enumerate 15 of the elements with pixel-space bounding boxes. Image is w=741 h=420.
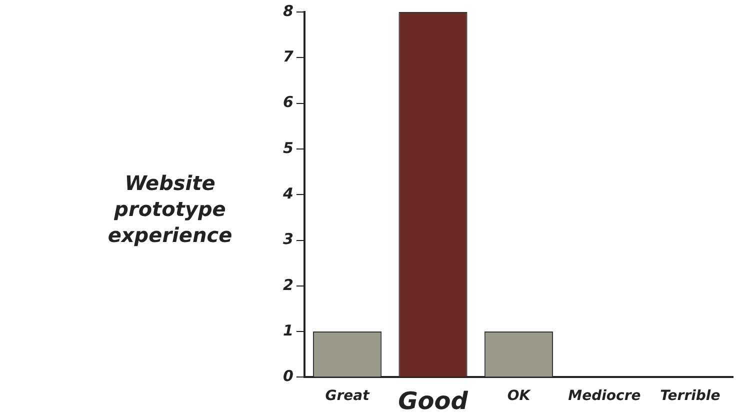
y-tick-label: 8 bbox=[283, 2, 294, 20]
y-tick-label: 2 bbox=[283, 276, 294, 294]
x-tick-label: Mediocre bbox=[568, 388, 641, 404]
text: Website prototype experience bbox=[106, 170, 234, 248]
x-tick-label: OK bbox=[507, 388, 532, 404]
y-tick-label: 5 bbox=[283, 138, 294, 157]
y-tick-label: 3 bbox=[283, 230, 294, 248]
y-tick-label: 1 bbox=[283, 321, 294, 340]
y-tick-label: 0 bbox=[283, 367, 294, 386]
x-tick-label: Great bbox=[325, 388, 371, 404]
x-tick-label: Terrible bbox=[660, 388, 720, 404]
y-tick-label: 7 bbox=[283, 48, 294, 66]
y-tick-label: 4 bbox=[282, 184, 294, 202]
y-tick-label: 6 bbox=[283, 93, 294, 112]
x-tick-label: Good bbox=[398, 386, 469, 415]
